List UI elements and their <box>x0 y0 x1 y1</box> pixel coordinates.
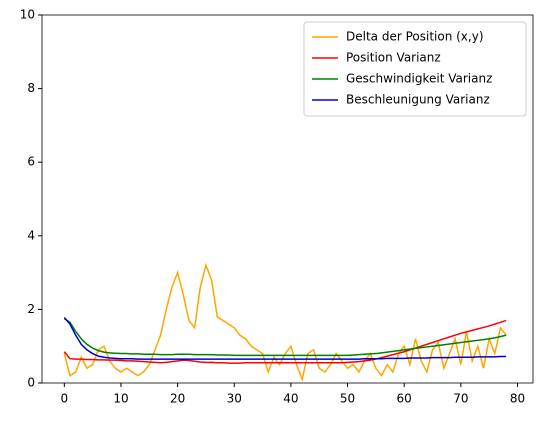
y-tick-label: 2 <box>27 302 35 316</box>
x-tick-label: 60 <box>397 392 412 406</box>
legend-label: Geschwindigkeit Varianz <box>346 72 492 86</box>
plot-frame <box>41 14 534 384</box>
y-tick-label: 0 <box>27 376 35 390</box>
legend-label: Beschleunigung Varianz <box>346 93 490 107</box>
x-tick-label: 10 <box>113 392 128 406</box>
x-tick-label: 40 <box>283 392 298 406</box>
x-tick-label: 0 <box>60 392 68 406</box>
y-tick-label: 10 <box>20 8 35 22</box>
legend-label: Delta der Position (x,y) <box>346 30 484 44</box>
y-tick-label: 8 <box>27 81 35 95</box>
data-line <box>63 319 507 364</box>
x-tick-label: 30 <box>227 392 242 406</box>
data-line <box>63 317 507 360</box>
data-line <box>63 262 507 382</box>
x-tick-label: 80 <box>510 392 525 406</box>
data-line <box>63 317 507 357</box>
legend-label: Position Varianz <box>346 51 441 65</box>
x-tick-label: 20 <box>170 392 185 406</box>
legend-box <box>303 21 527 117</box>
y-tick-label: 6 <box>27 155 35 169</box>
x-tick-label: 70 <box>453 392 468 406</box>
y-tick-label: 4 <box>27 228 35 242</box>
x-tick-label: 50 <box>340 392 355 406</box>
